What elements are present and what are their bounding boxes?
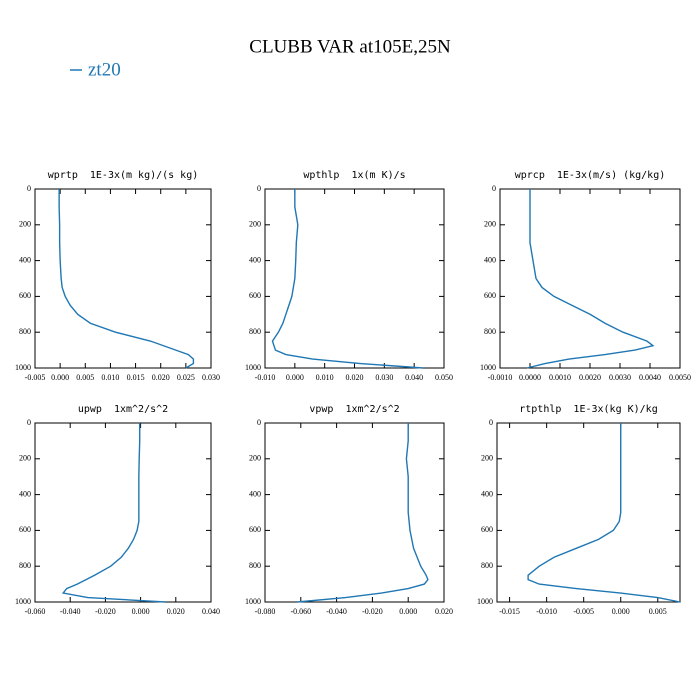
plot-frame bbox=[34, 422, 212, 603]
y-tick-label: 200 bbox=[481, 454, 493, 463]
y-tick-label: 400 bbox=[484, 255, 496, 264]
x-tick-label: -0.010 bbox=[536, 607, 557, 616]
y-tick-label: 200 bbox=[249, 454, 261, 463]
y-tick-label: 400 bbox=[249, 255, 261, 264]
y-tick-label: 0 bbox=[27, 184, 31, 193]
y-tick-label: 400 bbox=[249, 489, 261, 498]
x-tick-label: -0.060 bbox=[290, 607, 311, 616]
y-tick-label: 200 bbox=[249, 220, 261, 229]
legend-label: zt20 bbox=[88, 59, 121, 80]
panel-title: upwp 1xm^2/s^2 bbox=[78, 404, 168, 415]
y-tick-label: 600 bbox=[481, 525, 493, 534]
y-tick-label: 1000 bbox=[15, 597, 31, 606]
y-tick-label: 600 bbox=[19, 525, 31, 534]
y-tick-label: 1000 bbox=[245, 363, 261, 372]
data-line bbox=[61, 423, 166, 603]
data-line bbox=[58, 189, 195, 369]
y-tick-label: 200 bbox=[19, 220, 31, 229]
x-tick-label: -0.060 bbox=[25, 607, 46, 616]
x-tick-label: -0.020 bbox=[95, 607, 116, 616]
x-tick-label: -0.005 bbox=[573, 607, 594, 616]
y-tick-label: 0 bbox=[27, 418, 31, 427]
y-tick-label: 800 bbox=[19, 327, 31, 336]
plot-frame bbox=[496, 422, 681, 603]
x-tick-label: 0.0000 bbox=[519, 373, 541, 382]
x-tick-label: 0.020 bbox=[435, 607, 453, 616]
y-tick-label: 600 bbox=[19, 291, 31, 300]
x-tick-label: 0.030 bbox=[202, 373, 220, 382]
x-tick-label: 0.000 bbox=[286, 373, 304, 382]
x-tick-label: 0.0040 bbox=[639, 373, 661, 382]
y-tick-label: 800 bbox=[19, 561, 31, 570]
y-tick-label: 800 bbox=[249, 327, 261, 336]
panel-title: wpthlp 1x(m K)/s bbox=[303, 170, 405, 181]
x-tick-label: 0.040 bbox=[405, 373, 423, 382]
y-tick-label: 400 bbox=[19, 255, 31, 264]
x-tick-label: 0.020 bbox=[346, 373, 364, 382]
y-tick-label: 400 bbox=[19, 489, 31, 498]
x-tick-label: 0.020 bbox=[167, 607, 185, 616]
y-tick-label: 200 bbox=[484, 220, 496, 229]
x-tick-label: -0.0010 bbox=[488, 373, 513, 382]
x-tick-label: -0.015 bbox=[499, 607, 520, 616]
x-tick-label: 0.0010 bbox=[549, 373, 571, 382]
data-line bbox=[527, 423, 681, 603]
figure-title: CLUBB VAR at105E,25N bbox=[249, 36, 451, 57]
x-tick-label: 0.015 bbox=[127, 373, 145, 382]
plot-frame bbox=[264, 422, 445, 603]
x-tick-label: 0.005 bbox=[649, 607, 667, 616]
plot-frame bbox=[34, 188, 212, 369]
y-tick-label: 0 bbox=[257, 418, 261, 427]
x-tick-label: 0.0030 bbox=[609, 373, 631, 382]
x-tick-label: 0.010 bbox=[316, 373, 334, 382]
y-tick-label: 1000 bbox=[477, 597, 493, 606]
data-line bbox=[526, 189, 655, 369]
x-tick-label: 0.010 bbox=[101, 373, 119, 382]
x-tick-label: 0.025 bbox=[177, 373, 195, 382]
y-tick-label: 0 bbox=[492, 184, 496, 193]
x-tick-label: 0.040 bbox=[202, 607, 220, 616]
x-tick-label: -0.040 bbox=[60, 607, 81, 616]
x-tick-label: 0.000 bbox=[51, 373, 69, 382]
y-tick-label: 1000 bbox=[245, 597, 261, 606]
x-tick-label: 0.0020 bbox=[579, 373, 601, 382]
y-tick-label: 600 bbox=[249, 291, 261, 300]
panel-title: rtpthlp 1E-3x(kg K)/kg bbox=[519, 404, 657, 415]
x-tick-label: -0.080 bbox=[255, 607, 276, 616]
panel-title: vpwp 1xm^2/s^2 bbox=[309, 404, 399, 415]
x-tick-label: 0.0050 bbox=[669, 373, 691, 382]
y-tick-label: 400 bbox=[481, 489, 493, 498]
y-tick-label: 600 bbox=[249, 525, 261, 534]
x-tick-label: 0.020 bbox=[152, 373, 170, 382]
y-tick-label: 1000 bbox=[15, 363, 31, 372]
y-tick-label: 600 bbox=[484, 291, 496, 300]
y-tick-label: 0 bbox=[489, 418, 493, 427]
x-tick-label: 0.005 bbox=[76, 373, 94, 382]
data-line bbox=[271, 189, 424, 369]
x-tick-label: -0.040 bbox=[326, 607, 347, 616]
x-tick-label: -0.010 bbox=[255, 373, 276, 382]
panel-title: wprcp 1E-3x(m/s) (kg/kg) bbox=[515, 170, 666, 181]
y-tick-label: 1000 bbox=[480, 363, 496, 372]
x-tick-label: 0.050 bbox=[435, 373, 453, 382]
x-tick-label: 0.030 bbox=[375, 373, 393, 382]
y-tick-label: 0 bbox=[257, 184, 261, 193]
y-tick-label: 200 bbox=[19, 454, 31, 463]
panel-title: wprtp 1E-3x(m kg)/(s kg) bbox=[48, 170, 199, 181]
x-tick-label: 0.000 bbox=[132, 607, 150, 616]
x-tick-label: 0.000 bbox=[399, 607, 417, 616]
data-line bbox=[297, 423, 429, 603]
x-tick-label: -0.005 bbox=[25, 373, 46, 382]
x-tick-label: 0.000 bbox=[612, 607, 630, 616]
y-tick-label: 800 bbox=[481, 561, 493, 570]
y-tick-label: 800 bbox=[484, 327, 496, 336]
x-tick-label: -0.020 bbox=[362, 607, 383, 616]
y-tick-label: 800 bbox=[249, 561, 261, 570]
